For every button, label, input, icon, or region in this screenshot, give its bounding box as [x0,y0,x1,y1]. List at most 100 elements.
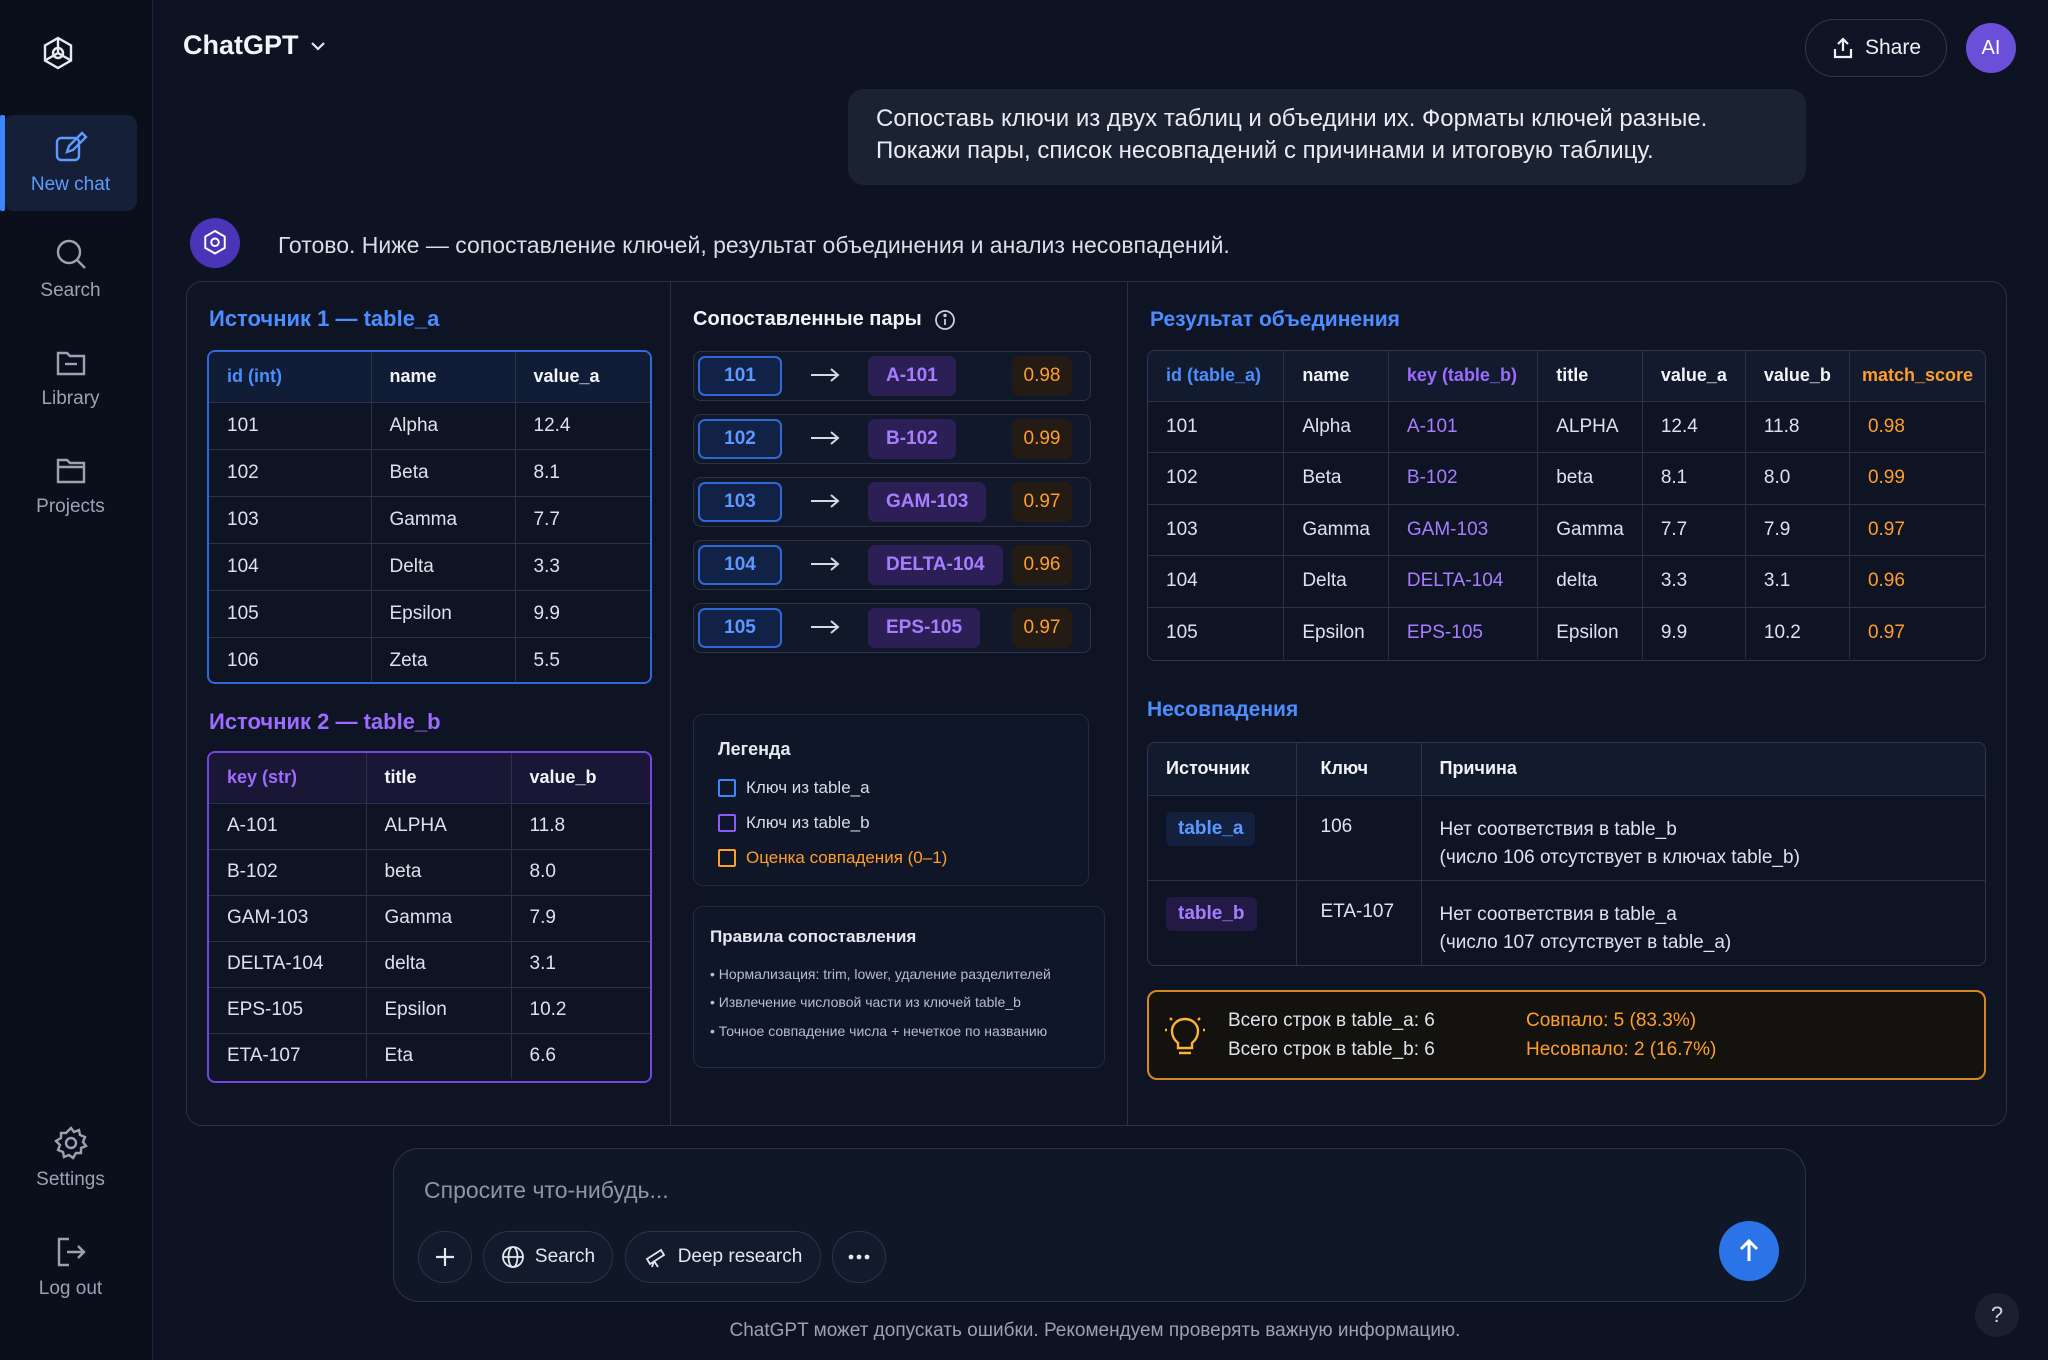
table-cell: 101 [1148,400,1284,453]
table-cell: 3.1 [1744,555,1850,607]
search-icon [56,239,86,269]
table-row: 103 Gamma GAM-103 Gamma 7.7 7.9 0.97 [1148,503,1985,556]
column-header: value_a [514,352,650,402]
table-cell: GAM-103 [209,894,366,941]
table-cell: Zeta [370,636,515,682]
prompt-input[interactable]: Спросите что-нибудь... [424,1177,669,1203]
arrow-right-icon [810,551,840,577]
table-cell: 10.2 [510,986,650,1033]
sidebar-item-label: New chat [30,174,111,195]
table-row: 106 Zeta 5.5 [209,636,650,682]
panel-divider [670,281,671,1126]
table-cell: GAM-103 [1387,503,1538,556]
table-cell: B-102 [209,848,366,895]
summary-rows: Всего строк в table_a: 6 Всего строк в t… [1228,1006,1435,1064]
table-cell: B-102 [1387,452,1538,504]
matching-rules: Правила сопоставления • Нормализация: tr… [693,906,1105,1068]
reason-line: Нет соответствия в table_a [1439,903,1677,925]
help-button[interactable]: ? [1975,1293,2019,1337]
table-cell: 12.4 [1641,400,1746,453]
sidebar-item-settings[interactable]: Settings [4,1110,137,1206]
sidebar-item-label: Library [41,388,100,409]
table-cell: 7.9 [1744,503,1850,556]
table-cell: 5.5 [514,636,650,682]
globe-icon [501,1246,524,1268]
share-button[interactable]: Share [1805,19,1947,77]
source-tag: table_a [1166,811,1256,846]
openai-logo-icon[interactable] [38,34,78,74]
reason-line: (число 107 отсутствует в table_a) [1439,931,1732,953]
table-cell: 0.97 [1848,606,1985,659]
model-selector[interactable]: ChatGPT [183,30,327,61]
search-button[interactable]: Search [483,1231,613,1283]
table-cell: delta [365,940,511,987]
table-cell: 106 [1295,794,1421,880]
more-icon [848,1254,870,1260]
table-row: 104 Delta DELTA-104 delta 3.3 3.1 0.96 [1148,555,1985,607]
table-cell: ALPHA [365,802,511,849]
share-icon [1833,37,1853,59]
pair-key-a: 104 [698,545,782,585]
table-row: 105 Epsilon 9.9 [209,589,650,637]
column-header: title [1537,351,1643,401]
sidebar-item-search[interactable]: Search [4,221,137,317]
table-cell: Epsilon [1283,606,1389,659]
legend-swatch [718,814,736,832]
add-attachment-button[interactable] [418,1231,472,1283]
search-button-label: Search [534,1246,596,1267]
sidebar-item-library[interactable]: Library [4,329,137,425]
table-cell: 105 [209,589,371,637]
column-header: id (int) [227,366,282,387]
table-cell: 8.0 [510,848,650,895]
legend-swatch [718,849,736,867]
user-message-line: Сопоставь ключи из двух таблиц и объедин… [876,105,1708,132]
sidebar-item-projects[interactable]: Projects [4,437,137,533]
pair-key-b: DELTA-104 [868,545,1003,585]
table-cell: 0.98 [1848,400,1985,453]
pair-key-b: GAM-103 [868,482,987,522]
mismatches-title: Несовпадения [1147,698,1299,721]
table-cell: Alpha [1283,400,1389,453]
table-cell: A-101 [209,802,366,849]
table-cell: DELTA-104 [209,940,366,987]
send-button[interactable] [1719,1221,1779,1281]
table-cell: 8.1 [1641,452,1746,504]
info-icon[interactable] [934,309,956,331]
column-header: Ключ [1295,743,1421,795]
pair-score: 0.97 [1012,608,1072,648]
share-label: Share [1864,36,1922,59]
table-cell: 3.3 [1641,555,1746,607]
arrow-up-icon [1739,1238,1759,1261]
legend-item: Оценка совпадения (0–1) [718,848,947,868]
table-cell: Gamma [1537,503,1643,556]
pair-score: 0.98 [1012,356,1072,396]
table-cell: Delta [370,542,515,590]
table-row: 105 Epsilon EPS-105 Epsilon 9.9 10.2 0.97 [1148,606,1985,659]
table-cell: ETA-107 [1295,879,1421,965]
assistant-avatar-icon [190,218,240,268]
table-cell: Epsilon [1537,606,1643,659]
table-cell: Eta [365,1032,511,1079]
table-cell: table_a [1148,794,1296,880]
column-header: Причина [1420,743,1985,795]
sidebar-item-new-chat[interactable]: New chat [0,115,137,211]
table-cell: 7.9 [510,894,650,941]
legend-label: Ключ из table_a [746,778,870,797]
more-options-button[interactable] [832,1231,886,1283]
table-cell: 104 [209,542,371,590]
table-row: ETA-107 Eta 6.6 [209,1032,650,1079]
table-row: GAM-103 Gamma 7.9 [209,894,650,941]
pair-row: 102 B-102 0.99 [693,414,1091,464]
summary-rows-b: Всего строк в table_b: 6 [1228,1039,1435,1060]
library-icon [56,351,85,376]
table-cell: table_b [1148,879,1296,965]
sidebar-item-logout[interactable]: Log out [4,1219,137,1315]
column-header: id (table_a) [1166,365,1262,386]
table-row: 101 Alpha 12.4 [209,401,650,449]
summary-rows-a: Всего строк в table_a: 6 [1228,1010,1435,1031]
table-cell: 101 [209,401,371,449]
pair-row: 103 GAM-103 0.97 [693,477,1091,527]
column-header: name [1283,351,1389,401]
deep-research-button[interactable]: Deep research [625,1231,821,1283]
avatar[interactable]: AI [1966,23,2016,73]
